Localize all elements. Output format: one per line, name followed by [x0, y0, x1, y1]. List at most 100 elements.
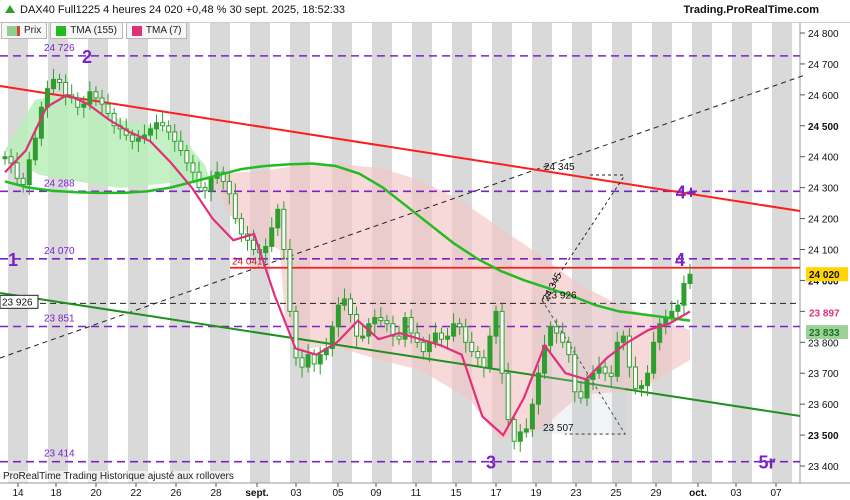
candle [281, 201, 287, 261]
x-tick-label: oct. [689, 488, 707, 499]
last-price-badge-bg [806, 267, 848, 282]
projection-line [541, 174, 626, 301]
y-tick-label: 23 600 [808, 400, 839, 411]
candle-body [75, 97, 81, 108]
candle [639, 380, 645, 397]
candle-body [8, 156, 14, 164]
tma155-badge: 23 897 [809, 308, 840, 319]
candle-body [81, 103, 87, 108]
footer-note: ProRealTime Trading Historique ajusté au… [3, 471, 234, 482]
candle [111, 107, 117, 134]
candle-body [511, 419, 517, 442]
candle [487, 325, 493, 373]
candle-body [354, 313, 360, 337]
candle [160, 112, 166, 132]
candle [645, 365, 651, 397]
candle-body [32, 137, 38, 161]
wave-label: 2 [82, 47, 92, 67]
candle-body [469, 341, 475, 353]
time-band [732, 22, 752, 483]
x-tick-label: 05 [332, 488, 344, 499]
x-tick-label: 26 [170, 488, 182, 499]
candle [499, 303, 505, 384]
level-label: 24 726 [44, 43, 75, 54]
x-tick-label: 15 [450, 488, 462, 499]
candle [293, 305, 299, 366]
time-band [652, 22, 672, 483]
time-band [170, 22, 190, 483]
candle [287, 238, 293, 317]
level-label: 24 070 [44, 246, 75, 257]
tma155-swatch-icon [56, 25, 67, 36]
candle-body [523, 428, 529, 433]
legend-label: TMA (155) [70, 25, 117, 36]
x-tick-label: sept. [245, 488, 269, 499]
tma155-line [4, 162, 691, 322]
candle [523, 418, 529, 438]
candle-body [632, 366, 638, 390]
x-tick-label: 09 [370, 488, 382, 499]
candle-body [578, 391, 584, 399]
candle [99, 89, 105, 115]
candle [572, 346, 578, 403]
candle [335, 297, 341, 338]
candle [305, 344, 311, 373]
candle [560, 322, 566, 348]
candle [566, 336, 572, 363]
candle-body [202, 187, 208, 192]
candle-body [166, 125, 172, 133]
candle [208, 170, 214, 202]
candle-body [432, 332, 438, 343]
wave-label: 5r [758, 453, 775, 473]
candle-body [554, 326, 560, 334]
candle [457, 318, 463, 335]
time-band [88, 22, 108, 483]
legend-item-price[interactable]: Prix [1, 22, 48, 39]
y-tick-label: 23 800 [808, 338, 839, 349]
candle-body [160, 122, 166, 127]
price-label: 23 926 [2, 297, 33, 308]
y-tick-label: 24 300 [808, 184, 839, 195]
x-tick-label: 11 [411, 488, 422, 499]
candle-body [154, 122, 160, 130]
wave-label: 4+ [676, 182, 697, 202]
candle-body [263, 245, 269, 254]
candle-body [535, 372, 541, 405]
candle-body [669, 310, 675, 319]
x-tick-label: 22 [130, 488, 142, 499]
x-tick-label: 19 [530, 488, 542, 499]
candle [384, 315, 390, 332]
candle [348, 293, 354, 323]
candle-body [26, 159, 32, 186]
tma7-swatch-icon [131, 25, 142, 36]
candle-body [57, 78, 63, 83]
candle-body [463, 326, 469, 343]
legend-item-tma155[interactable]: TMA (155) [50, 22, 123, 39]
candle [81, 96, 87, 118]
x-tick-label: 18 [50, 488, 62, 499]
candle-body [408, 317, 414, 334]
y-tick-label: 24 600 [808, 91, 839, 102]
candle-body [457, 323, 463, 328]
candle [14, 152, 20, 184]
x-tick-label: 29 [650, 488, 662, 499]
candle [620, 330, 626, 351]
candle-body [190, 162, 196, 173]
candle-body [348, 298, 354, 315]
y-tick-label: 24 500 [808, 122, 839, 133]
candle-body [226, 180, 232, 195]
candle-body [560, 332, 566, 343]
candle-body [360, 335, 366, 339]
candle [505, 362, 511, 426]
legend-item-tma7[interactable]: TMA (7) [125, 22, 188, 39]
candle-body [129, 134, 135, 142]
candle [341, 288, 347, 311]
candle-body [372, 317, 378, 325]
candle-body [493, 310, 499, 337]
candle [535, 365, 541, 415]
candle [202, 182, 208, 199]
y-tick-label: 23 400 [808, 462, 839, 473]
level-label: 23 414 [44, 449, 75, 460]
candle-body [220, 171, 226, 182]
